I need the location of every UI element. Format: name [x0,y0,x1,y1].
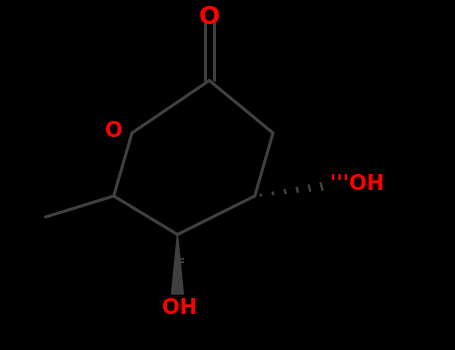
Text: =: = [174,254,186,268]
Text: O: O [105,121,122,141]
Text: OH: OH [162,298,197,317]
Polygon shape [172,234,183,294]
Text: O: O [199,6,220,29]
Text: '''OH: '''OH [330,174,384,194]
